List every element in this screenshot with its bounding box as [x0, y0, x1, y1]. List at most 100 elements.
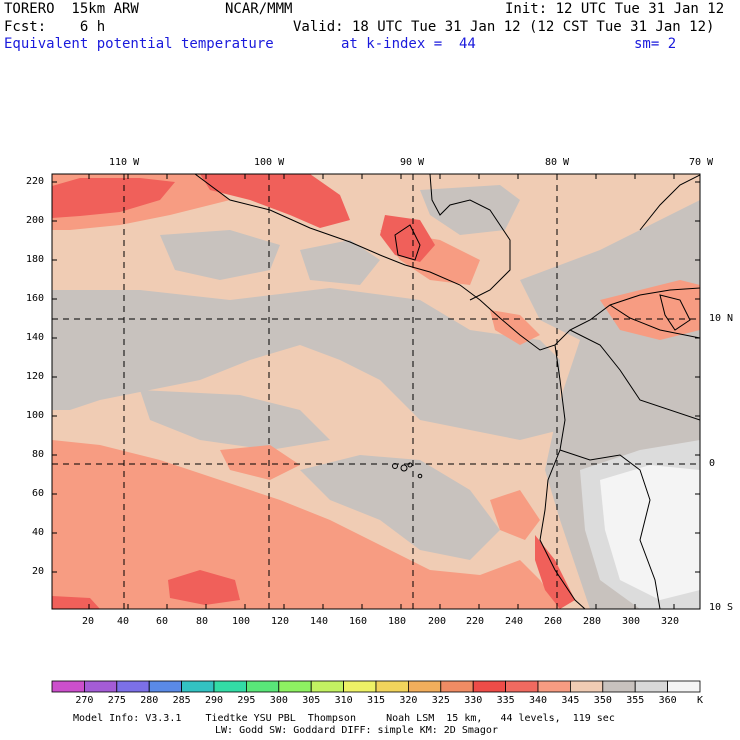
model-name: TORERO 15km ARW	[4, 1, 139, 17]
x-label-200: 200	[428, 616, 447, 627]
border-guatemala	[394, 224, 421, 261]
y-label-220: 220	[26, 176, 45, 187]
colorbar-label: 345	[561, 695, 580, 706]
colorbar-label: 285	[172, 695, 191, 706]
lon-label-70w: 70 W	[689, 157, 714, 168]
red-zone-sw	[52, 596, 100, 609]
lat-label-0: 0	[709, 458, 716, 469]
colorbar-label: 335	[496, 695, 515, 706]
x-label-40: 40	[117, 616, 130, 627]
salmon-zone-south	[52, 440, 560, 609]
colorbar-swatch	[181, 680, 215, 693]
colorbar-label: 355	[626, 695, 645, 706]
map-field	[52, 174, 700, 609]
init-time: Init: 12 UTC Tue 31 Jan 12	[505, 1, 725, 17]
y-label-120: 120	[26, 371, 45, 382]
theta-e-map	[51, 173, 701, 610]
red-zone-nw	[52, 178, 175, 218]
coast-lake-maracaibo	[659, 294, 691, 331]
colorbar-swatch	[245, 680, 280, 693]
colorbar-swatch	[602, 680, 636, 693]
smoothing-label: sm= 2	[634, 36, 677, 52]
galapagos-island-4	[417, 473, 423, 479]
colorbar-swatch	[505, 680, 539, 693]
y-label-200: 200	[26, 215, 45, 226]
colorbar-swatch	[51, 680, 85, 693]
x-label-160: 160	[349, 616, 368, 627]
colorbar-swatch	[213, 680, 247, 693]
galapagos-island-3	[407, 462, 413, 468]
x-label-320: 320	[661, 616, 680, 627]
galapagos-island-2	[400, 464, 408, 472]
colorbar-swatch	[84, 680, 118, 693]
x-label-180: 180	[388, 616, 407, 627]
red-zone-mexico	[200, 174, 350, 228]
grey-zone-gulf	[420, 185, 520, 235]
grey-zone-center	[52, 288, 560, 440]
colorbar-swatch	[375, 680, 409, 693]
coast-caribbean-islands	[639, 174, 700, 231]
colorbar-swatch	[116, 680, 150, 693]
y-label-60: 60	[32, 488, 45, 499]
border-colombia	[569, 329, 700, 421]
colorbar-label: 320	[399, 695, 418, 706]
colorbar-swatch	[407, 680, 442, 693]
colorbar-label: 310	[334, 695, 353, 706]
red-zone-peru-coast	[535, 535, 575, 609]
y-label-20: 20	[32, 566, 45, 577]
x-label-80: 80	[196, 616, 209, 627]
colorbar-swatch	[570, 680, 604, 693]
colorbar-swatch	[634, 680, 669, 693]
colorbar-label: 330	[464, 695, 483, 706]
colorbar-swatch	[537, 680, 571, 693]
grey-zone-upper-west	[160, 230, 280, 280]
white-zone	[600, 465, 700, 600]
x-label-260: 260	[544, 616, 563, 627]
x-label-100: 100	[232, 616, 251, 627]
coastlines	[194, 174, 700, 609]
forecast-hour: Fcst: 6 h	[4, 19, 106, 35]
x-label-300: 300	[622, 616, 641, 627]
lat-label-10n: 10 N	[709, 313, 734, 324]
x-label-120: 120	[271, 616, 290, 627]
organization: NCAR/MMM	[225, 1, 293, 17]
y-label-40: 40	[32, 527, 45, 538]
lat-label-10s: 10 S	[709, 602, 734, 613]
latlon-grid	[52, 174, 700, 609]
colorbar-label: 280	[140, 695, 159, 706]
lon-label-110w: 110 W	[109, 157, 140, 168]
colorbar-swatch	[148, 680, 182, 693]
map-frame	[51, 173, 701, 610]
lon-label-90w: 90 W	[400, 157, 425, 168]
colorbar-swatch	[440, 680, 474, 693]
red-zone-guatemala	[380, 215, 435, 262]
level-label: at k-index = 44	[341, 36, 476, 52]
x-label-220: 220	[466, 616, 485, 627]
model-info: Model Info: V3.3.1 Tiedtke YSU PBL Thomp…	[73, 713, 615, 724]
x-label-20: 20	[82, 616, 95, 627]
red-zone-south	[168, 570, 240, 605]
valid-time: Valid: 18 UTC Tue 31 Jan 12 (12 CST Tue …	[293, 19, 715, 35]
border-peru	[559, 449, 661, 609]
salmon-zone-east	[490, 490, 540, 540]
colorbar-swatch	[667, 680, 701, 693]
coast-yucatan	[429, 174, 511, 301]
grey-zone-upper-mid	[300, 240, 380, 285]
colorbar-unit: K	[697, 695, 704, 706]
colorbar-label: 340	[529, 695, 548, 706]
colorbar-swatch	[472, 680, 507, 693]
colorbar-label: 325	[431, 695, 450, 706]
grey-zone-mid-west	[140, 390, 330, 450]
x-label-140: 140	[310, 616, 329, 627]
colorbar-label: 295	[237, 695, 256, 706]
field-title: Equivalent potential temperature	[4, 36, 274, 52]
y-label-80: 80	[32, 449, 45, 460]
salmon-zone-mid	[220, 445, 300, 480]
y-label-160: 160	[26, 293, 45, 304]
y-label-100: 100	[26, 410, 45, 421]
lon-label-80w: 80 W	[545, 157, 570, 168]
salmon-zone-costa-rica	[490, 310, 540, 345]
colorbar-swatch	[278, 680, 312, 693]
grey-zone-south	[300, 455, 500, 560]
x-label-60: 60	[156, 616, 169, 627]
